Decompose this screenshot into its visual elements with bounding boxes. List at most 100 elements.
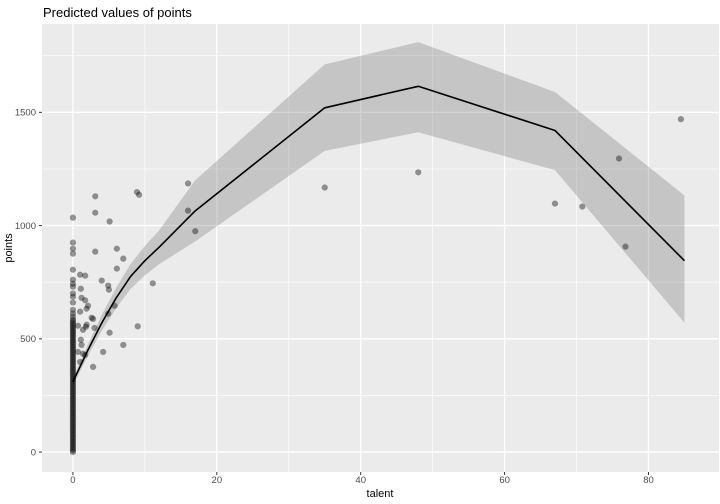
data-point — [69, 447, 77, 454]
data-point — [69, 338, 77, 345]
data-point — [69, 428, 77, 435]
data-point — [69, 445, 77, 452]
data-point — [113, 265, 120, 272]
data-point — [69, 379, 77, 386]
data-point — [69, 214, 77, 221]
data-point — [69, 394, 77, 401]
data-point — [622, 243, 629, 250]
y-axis-label: points — [3, 233, 15, 263]
data-point — [69, 431, 77, 439]
data-point — [69, 324, 77, 332]
data-point — [677, 116, 684, 123]
data-point — [69, 448, 77, 456]
data-point — [69, 348, 77, 355]
data-point — [74, 348, 82, 356]
data-point — [77, 271, 84, 278]
data-point — [69, 318, 77, 325]
data-point — [69, 414, 77, 422]
data-point — [69, 347, 77, 354]
data-point — [69, 396, 77, 403]
data-point — [69, 404, 77, 412]
data-point — [69, 319, 77, 327]
data-point — [113, 245, 120, 252]
data-point — [69, 370, 77, 378]
data-point — [69, 335, 77, 342]
data-point — [192, 228, 199, 235]
data-point — [69, 350, 77, 357]
data-point — [69, 401, 77, 408]
data-point — [69, 328, 77, 335]
data-point — [69, 352, 77, 359]
data-point — [69, 355, 77, 362]
data-point — [92, 248, 99, 255]
data-point — [69, 341, 77, 349]
data-point — [105, 282, 112, 289]
y-tick-label: 1500 — [15, 108, 36, 119]
data-point — [321, 184, 328, 191]
data-point — [69, 345, 77, 352]
data-point — [69, 293, 77, 300]
data-point — [69, 374, 77, 381]
data-point — [69, 413, 77, 420]
data-point — [77, 336, 84, 343]
x-tick-label: 0 — [70, 475, 75, 486]
x-tick-label: 80 — [643, 475, 654, 486]
data-point — [69, 336, 77, 344]
data-point — [69, 343, 77, 350]
data-point — [74, 322, 82, 329]
data-point — [77, 358, 84, 366]
data-point — [69, 360, 77, 367]
data-point — [69, 406, 77, 413]
data-point — [92, 193, 99, 200]
data-point — [69, 323, 77, 330]
data-point — [79, 326, 87, 333]
data-point — [82, 351, 89, 359]
data-point — [69, 250, 77, 257]
data-point — [100, 348, 107, 356]
data-point — [136, 191, 143, 198]
data-point — [69, 333, 77, 340]
data-point — [551, 200, 559, 207]
data-point — [69, 358, 77, 366]
data-point — [120, 255, 127, 262]
data-point — [69, 290, 77, 297]
data-point — [134, 323, 141, 330]
data-point — [69, 425, 77, 432]
data-point — [69, 306, 77, 313]
data-point — [78, 341, 85, 349]
data-point — [78, 294, 85, 301]
data-point — [82, 297, 89, 304]
data-point — [69, 409, 77, 417]
data-point — [69, 387, 77, 395]
data-point — [88, 314, 95, 321]
data-point — [69, 313, 77, 320]
data-point — [69, 411, 77, 418]
data-point — [69, 386, 77, 393]
data-point — [184, 180, 192, 187]
data-point — [69, 353, 77, 361]
data-point — [120, 341, 127, 349]
x-tick-label: 60 — [499, 475, 510, 486]
data-point — [133, 188, 141, 196]
data-point — [69, 239, 77, 246]
data-point — [69, 372, 77, 379]
data-point — [69, 266, 77, 273]
data-point — [69, 340, 77, 347]
data-point — [77, 285, 84, 292]
fitted-line — [72, 85, 686, 383]
y-tick-label: 1000 — [15, 221, 36, 232]
data-point — [69, 377, 77, 384]
data-point — [69, 365, 77, 372]
data-point — [69, 435, 77, 442]
data-point — [69, 283, 77, 290]
data-point — [69, 389, 77, 396]
y-tick-label: 500 — [20, 334, 36, 345]
data-point — [69, 408, 77, 415]
y-tick-label: 0 — [31, 447, 36, 458]
data-point — [69, 430, 77, 437]
data-point — [69, 280, 77, 287]
data-point — [89, 363, 97, 371]
data-point — [106, 218, 113, 225]
